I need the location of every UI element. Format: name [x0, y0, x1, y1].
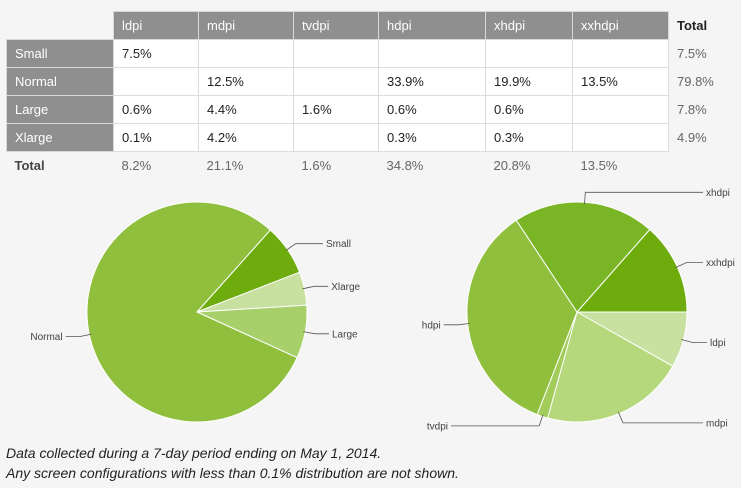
leader-line-hdpi — [443, 323, 470, 326]
leader-line-small — [285, 243, 323, 251]
slice-label-xhdpi: xhdpi — [706, 188, 730, 199]
table-cell — [113, 67, 199, 96]
slice-label-xxhdpi: xxhdpi — [706, 258, 735, 269]
column-total: 8.2% — [121, 158, 152, 174]
table-cell: 12.5% — [198, 67, 294, 96]
table-cell: 0.3% — [378, 123, 486, 152]
row-total: 7.5% — [677, 46, 707, 61]
table-cell: 0.6% — [113, 95, 199, 124]
table-cell — [572, 95, 669, 124]
row-total: 7.8% — [677, 102, 707, 117]
table-cell: 4.2% — [198, 123, 294, 152]
row-label: Large — [6, 95, 114, 124]
table-cell: 19.9% — [485, 67, 573, 96]
leader-line-mdpi — [617, 411, 703, 424]
table-cell: 0.6% — [485, 95, 573, 124]
column-header: xhdpi — [485, 11, 573, 40]
slice-label-xlarge: Xlarge — [331, 282, 360, 293]
table-cell: 0.1% — [113, 123, 199, 152]
table-cell — [378, 39, 486, 68]
row-label: Normal — [6, 67, 114, 96]
table-cell — [572, 39, 669, 68]
leader-line-normal — [65, 333, 92, 338]
leader-line-ldpi — [681, 339, 707, 344]
row-total: 4.9% — [677, 130, 707, 145]
table-cell — [198, 39, 294, 68]
table-cell — [293, 39, 379, 68]
table-cell — [572, 123, 669, 152]
table-row: Small 7.5% 7.5% — [6, 39, 739, 68]
table-row: Large 0.6% 4.4% 1.6% 0.6% 0.6% 7.8% — [6, 95, 739, 124]
slice-label-hdpi: hdpi — [422, 320, 441, 331]
totals-row-label: Total — [14, 158, 45, 174]
column-header: xxhdpi — [572, 11, 669, 40]
table-cell — [293, 123, 379, 152]
row-label: Xlarge — [6, 123, 114, 152]
totals-row: Total 8.2% 21.1% 1.6% 34.8% 20.8% 13.5% — [7, 152, 739, 180]
column-header: hdpi — [378, 11, 486, 40]
leader-line-xxhdpi — [675, 262, 703, 268]
table-cell: 1.6% — [293, 95, 379, 124]
slice-label-normal: Normal — [30, 332, 62, 343]
distribution-table: ldpi mdpi tvdpi hdpi xhdpi xxhdpi Total … — [6, 11, 739, 180]
slice-label-mdpi: mdpi — [706, 418, 728, 429]
row-total: 79.8% — [677, 74, 714, 89]
table-cell — [485, 39, 573, 68]
leader-line-xhdpi — [584, 191, 703, 205]
column-total: 20.8% — [493, 158, 531, 174]
total-column-header: Total — [677, 18, 708, 33]
table-row: Xlarge 0.1% 4.2% 0.3% 0.3% 4.9% — [6, 123, 739, 152]
table-cell: 4.4% — [198, 95, 294, 124]
slice-label-tvdpi: tvdpi — [427, 421, 448, 432]
column-total: 1.6% — [301, 158, 332, 174]
table-header-row: ldpi mdpi tvdpi hdpi xhdpi xxhdpi Total — [7, 11, 739, 40]
leader-line-tvdpi — [451, 414, 544, 427]
column-total: 21.1% — [206, 158, 244, 174]
table-cell: 7.5% — [113, 39, 199, 68]
column-total: 13.5% — [580, 158, 618, 174]
footnote-collection-period: Data collected during a 7-day period end… — [6, 445, 382, 461]
leader-line-large — [303, 331, 329, 335]
pie-chart-1: Small Xlarge Large Normal — [30, 201, 361, 423]
table-cell: 0.3% — [485, 123, 573, 152]
column-header: ldpi — [113, 11, 199, 40]
footnote-threshold: Any screen configurations with less than… — [6, 465, 459, 481]
leader-line-xlarge — [302, 285, 329, 290]
table-cell: 13.5% — [572, 67, 669, 96]
pie-chart-2: xxhdpi ldpi mdpi tvdpi hdpi xhdpi — [422, 188, 735, 433]
column-total: 34.8% — [386, 158, 424, 174]
slice-label-small: Small — [326, 239, 351, 250]
slice-label-ldpi: ldpi — [710, 338, 726, 349]
row-label: Small — [6, 39, 114, 68]
slice-label-large: Large — [332, 329, 358, 340]
